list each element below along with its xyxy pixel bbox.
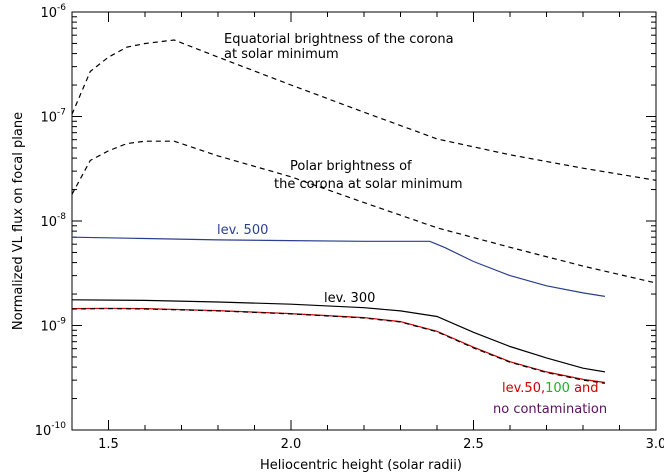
series-line-lev50 (71, 307, 605, 384)
x-axis-title: Heliocentric height (solar radii) (260, 458, 462, 473)
y-axis-title: Normalized VL flux on focal plane (11, 112, 26, 330)
annotation-lev100: 100 (545, 381, 570, 396)
annotation-lev500: lev. 500 (217, 223, 268, 238)
y-tick-label: 10-6 (40, 3, 66, 21)
annotation-equatorial-line1: Equatorial brightness of the corona (224, 32, 454, 47)
series-line-nocontam (71, 307, 605, 384)
series-line-lev500 (71, 236, 605, 297)
annotation-lev50-line: lev.50,100 and (502, 381, 599, 396)
x-tick-label: 3.0 (646, 437, 664, 452)
annotation-polar-line1: Polar brightness of (290, 159, 412, 174)
annotation-polar-line2: the corona at solar minimum (274, 177, 463, 192)
series-line-polar (71, 140, 657, 284)
axis-ticks (71, 11, 657, 431)
series-group (71, 39, 657, 384)
x-tick-label: 2.5 (463, 437, 484, 452)
annotation-equatorial-line2: at solar minimum (224, 47, 339, 62)
axis-tick-labels: 1.5 2.0 2.5 3.0 10-10 10-9 10-8 10-7 10-6 (35, 3, 664, 452)
y-tick-label: 10-10 (35, 421, 67, 439)
x-tick-label: 1.5 (98, 437, 119, 452)
y-tick-label: 10-7 (40, 108, 66, 126)
annotation-no-contamination: no contamination (493, 402, 607, 417)
annotation-lev300: lev. 300 (324, 291, 375, 306)
annotation-and: and (570, 381, 599, 396)
x-tick-label: 2.0 (281, 437, 302, 452)
y-tick-label: 10-8 (40, 212, 66, 230)
series-line-lev300 (71, 299, 605, 373)
plot-frame (71, 11, 657, 431)
y-tick-label: 10-9 (40, 317, 66, 335)
annotation-lev50: lev.50, (502, 381, 545, 396)
